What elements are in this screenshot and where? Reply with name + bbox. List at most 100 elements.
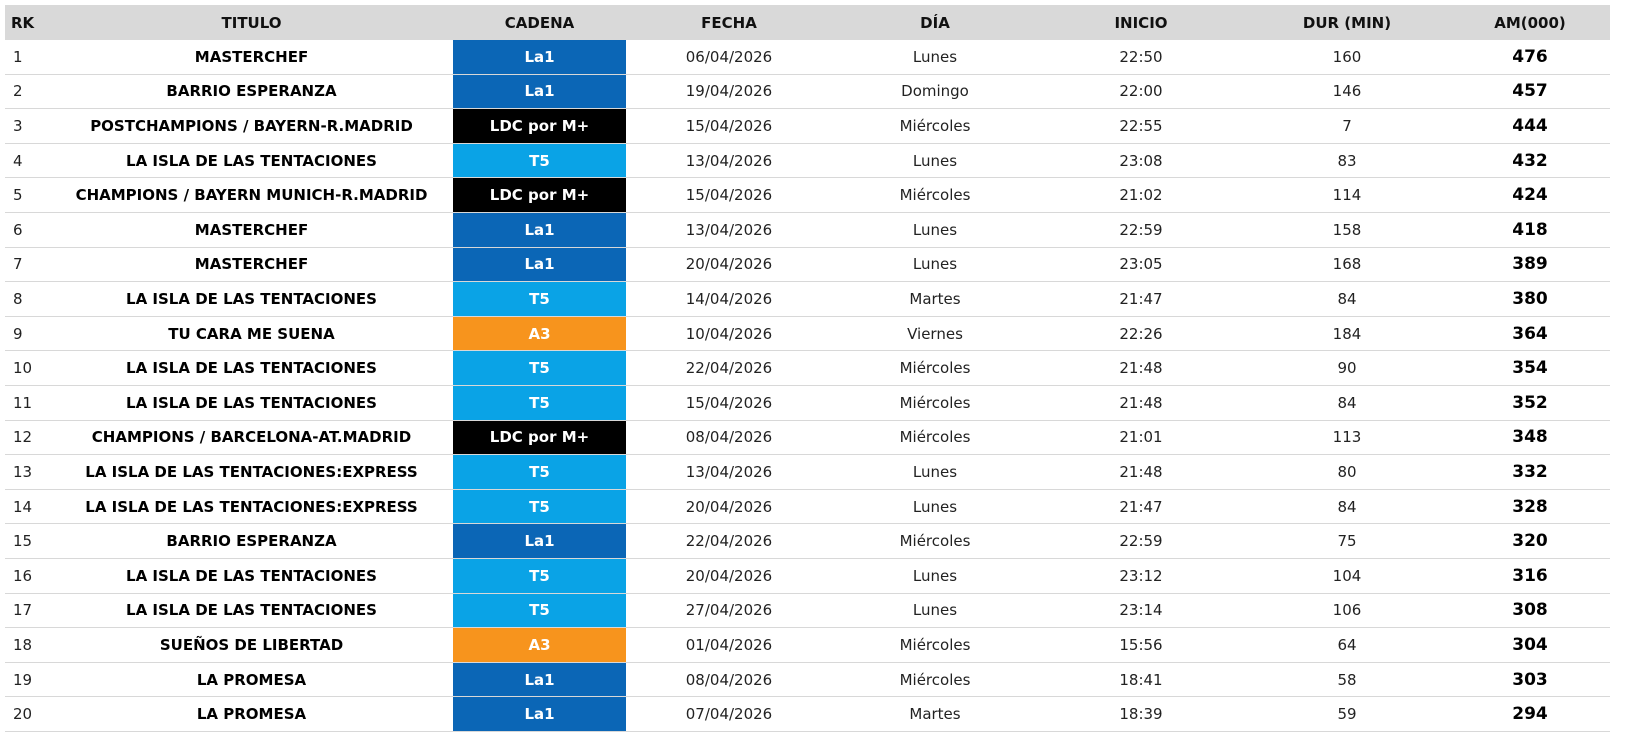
date: 08/04/2026 xyxy=(685,670,773,689)
date: 13/04/2026 xyxy=(685,462,773,481)
table-row: 7 MASTERCHEF La1 20/04/2026 Lunes 23:05 168 389 xyxy=(5,247,1610,283)
date: 10/04/2026 xyxy=(685,324,773,343)
title: LA PROMESA xyxy=(196,670,307,689)
rank: 10 xyxy=(13,359,33,378)
day: Domingo xyxy=(901,82,969,101)
duration: 80 xyxy=(1337,462,1357,481)
rank: 19 xyxy=(13,670,33,689)
date: 15/04/2026 xyxy=(685,186,773,205)
start-time: 22:26 xyxy=(1119,324,1163,343)
table-row: 15 BARRIO ESPERANZA La1 22/04/2026 Miércoles… xyxy=(5,524,1610,559)
day: Miércoles xyxy=(899,186,971,205)
channel: La1 xyxy=(453,697,626,731)
title: LA ISLA DE LAS TENTACIONES:EXPRESS xyxy=(85,462,418,481)
day: Miércoles xyxy=(899,635,971,654)
title: SUEÑOS DE LIBERTAD xyxy=(159,635,344,654)
day: Lunes xyxy=(912,497,958,516)
day: Lunes xyxy=(912,220,958,239)
table-row: 20 LA PROMESA La1 07/04/2026 Martes 18:39 59 29… xyxy=(5,697,1610,732)
start-time: 22:55 xyxy=(1119,116,1163,135)
start-time: 18:41 xyxy=(1119,670,1163,689)
title: LA ISLA DE LAS TENTACIONES xyxy=(126,393,377,412)
audience: 476 xyxy=(1512,46,1548,67)
title: MASTERCHEF xyxy=(194,47,309,66)
table-row: 1 MASTERCHEF La1 06/04/2026 Lunes 22:50 160 476 xyxy=(5,40,1610,75)
start-time: 22:50 xyxy=(1119,47,1163,66)
column-header: INICIO xyxy=(1114,13,1168,32)
table-row: 13 LA ISLA DE LAS TENTACIONES:EXPRESS T5 13… xyxy=(5,455,1610,490)
duration: 75 xyxy=(1337,532,1357,551)
audience: 432 xyxy=(1512,150,1548,171)
date: 06/04/2026 xyxy=(685,47,773,66)
date: 20/04/2026 xyxy=(685,255,773,274)
column-header: RK xyxy=(11,13,35,32)
date: 13/04/2026 xyxy=(685,220,773,239)
start-time: 21:48 xyxy=(1119,393,1163,412)
duration: 84 xyxy=(1337,497,1357,516)
day: Lunes xyxy=(912,255,958,274)
rank: 1 xyxy=(13,47,23,66)
channel: LDC por M+ xyxy=(453,109,626,143)
channel: T5 xyxy=(453,559,626,593)
date: 20/04/2026 xyxy=(685,566,773,585)
audience: 354 xyxy=(1512,358,1548,379)
channel: La1 xyxy=(453,74,626,109)
audience: 424 xyxy=(1512,185,1548,206)
title: TU CARA ME SUENA xyxy=(168,324,335,343)
date: 15/04/2026 xyxy=(685,393,773,412)
duration: 84 xyxy=(1337,289,1357,308)
rank: 2 xyxy=(13,82,23,101)
rank: 18 xyxy=(13,635,33,654)
title: BARRIO ESPERANZA xyxy=(166,532,337,551)
column-header: FECHA xyxy=(701,13,757,32)
title: LA ISLA DE LAS TENTACIONES xyxy=(126,359,377,378)
start-time: 23:08 xyxy=(1119,151,1163,170)
start-time: 23:14 xyxy=(1119,601,1163,620)
rank: 20 xyxy=(13,705,33,724)
rank: 13 xyxy=(13,462,33,481)
title: MASTERCHEF xyxy=(194,255,309,274)
day: Lunes xyxy=(912,151,958,170)
date: 08/04/2026 xyxy=(685,428,773,447)
audience: 304 xyxy=(1512,634,1548,655)
channel: T5 xyxy=(453,351,626,385)
table-row: 4 LA ISLA DE LAS TENTACIONES T5 13/04/2026 L… xyxy=(5,143,1610,179)
audience: 348 xyxy=(1512,427,1548,448)
date: 19/04/2026 xyxy=(685,82,773,101)
day: Miércoles xyxy=(899,428,971,447)
start-time: 22:59 xyxy=(1119,532,1163,551)
date: 22/04/2026 xyxy=(685,532,773,551)
channel: T5 xyxy=(453,593,626,628)
rank: 15 xyxy=(13,532,33,551)
start-time: 21:02 xyxy=(1119,186,1163,205)
duration: 158 xyxy=(1332,220,1362,239)
title: LA ISLA DE LAS TENTACIONES xyxy=(126,566,377,585)
channel: T5 xyxy=(453,489,626,524)
date: 15/04/2026 xyxy=(685,116,773,135)
start-time: 21:48 xyxy=(1119,462,1163,481)
rank: 7 xyxy=(13,255,23,274)
duration: 146 xyxy=(1332,82,1362,101)
channel: T5 xyxy=(453,455,626,489)
day: Lunes xyxy=(912,566,958,585)
title: POSTCHAMPIONS / BAYERN-R.MADRID xyxy=(90,116,413,135)
date: 01/04/2026 xyxy=(685,635,773,654)
audience: 380 xyxy=(1512,288,1548,309)
day: Miércoles xyxy=(899,670,971,689)
audience: 316 xyxy=(1512,565,1548,586)
duration: 113 xyxy=(1332,428,1362,447)
channel: La1 xyxy=(453,524,626,558)
day: Martes xyxy=(909,289,961,308)
audience: 328 xyxy=(1512,496,1548,517)
duration: 184 xyxy=(1332,324,1362,343)
table-row: 9 TU CARA ME SUENA A3 10/04/2026 Viernes 22:2… xyxy=(5,316,1610,352)
channel: La1 xyxy=(453,247,626,282)
duration: 83 xyxy=(1337,151,1357,170)
start-time: 21:47 xyxy=(1119,497,1163,516)
start-time: 21:48 xyxy=(1119,359,1163,378)
title: BARRIO ESPERANZA xyxy=(166,82,337,101)
table-row: 16 LA ISLA DE LAS TENTACIONES T5 20/04/2026… xyxy=(5,559,1610,594)
table-row: 10 LA ISLA DE LAS TENTACIONES T5 22/04/2026… xyxy=(5,351,1610,386)
day: Miércoles xyxy=(899,116,971,135)
